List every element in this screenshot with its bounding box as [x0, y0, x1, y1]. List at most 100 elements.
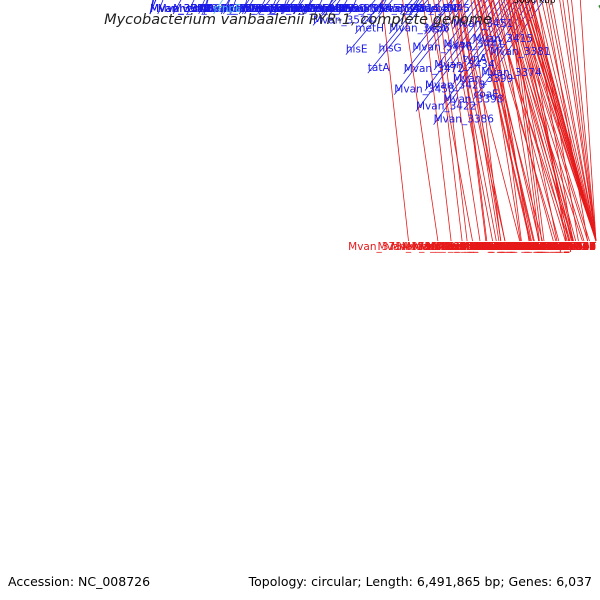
forward-gene-label: Mvan_3445: [410, 3, 470, 15]
reverse-leader-line: [524, 0, 597, 242]
reverse-gene-label: Mvan_3506: [513, 241, 574, 253]
reverse-leader-line: [450, 0, 497, 242]
reverse-gene-label: Mvan_3640: [482, 241, 542, 253]
reverse-leader-line: [470, 0, 502, 242]
forward-gene-label: Mvan_3399: [453, 73, 513, 85]
forward-gene-label: Mvan_3692: [204, 3, 264, 15]
forward-gene-label: Mvan_3514: [379, 3, 440, 15]
forward-gene-label: Mvan_3415: [473, 33, 533, 45]
reverse-gene-label: lipB: [553, 241, 573, 253]
forward-gene-label: Mvan_3381: [490, 46, 550, 58]
forward-leader-line: [424, 0, 453, 35]
forward-leader-line: [378, 0, 423, 54]
reverse-gene-label: cobH: [546, 241, 573, 253]
forward-leader-line: [312, 0, 337, 26]
reverse-gene-label: Mvan_3534: [460, 241, 521, 253]
reverse-leader-line: [489, 0, 530, 242]
forward-gene-label: Mvan_3456: [389, 23, 450, 35]
forward-gene-label: Mvan_3632: [224, 3, 284, 15]
reverse-leader-line: [541, 0, 597, 242]
forward-gene-label: mraY: [326, 3, 354, 15]
forward-gene-label: tynA: [463, 53, 488, 65]
forward-gene-label: Mvan_3703: [150, 3, 210, 15]
forward-gene-label: Mvan_3458: [394, 84, 454, 96]
reverse-gene-label: Mvan_3625: [474, 241, 534, 253]
reverse-gene-label: Mvan_3495: [536, 241, 596, 253]
reverse-gene-label: Mvan_3494: [536, 241, 597, 253]
reverse-gene-label: Mvan_3656: [522, 241, 583, 253]
reverse-gene-label: Mvan_3558: [529, 241, 589, 253]
reverse-leader-line: [567, 0, 597, 242]
reverse-leader-line: [536, 0, 579, 242]
reverse-gene-label: Mvan_3677: [445, 241, 505, 253]
forward-gene-label: tatA: [368, 62, 391, 74]
forward-gene-label: Mvan_3533: [330, 3, 390, 15]
forward-gene-label: Mvan_3524: [313, 14, 374, 26]
reverse-leader-line: [473, 0, 530, 242]
reverse-leader-line: [531, 0, 597, 242]
reverse-gene-label: Mvan_3549: [515, 241, 575, 253]
forward-gene-label: Mvan_3568: [294, 3, 354, 15]
reverse-gene-label: Mvan_3463: [484, 241, 544, 253]
reverse-gene-label: Mvan_3536: [536, 241, 597, 253]
reverse-leader-line: [559, 0, 597, 242]
map-title: Mycobacterium vanbaalenii PYR-1, complet…: [104, 12, 492, 28]
reverse-leader-line: [536, 0, 597, 242]
reverse-gene-label: Mvan_3606: [498, 241, 559, 253]
reverse-gene-label: Mvan_3621: [512, 241, 572, 253]
reverse-gene-label: Mvan_3510: [536, 241, 596, 253]
reverse-leader-line: [531, 0, 574, 242]
forward-gene-label: cobN: [430, 3, 457, 15]
reverse-leader-line: [477, 0, 535, 242]
scale-label: 3600 kbp: [513, 0, 556, 6]
forward-gene-label: Mvan_3545: [339, 3, 399, 15]
forward-gene-label: Mvan_3434: [434, 59, 495, 71]
forward-leader-line: [442, 0, 521, 105]
reverse-gene-label: Mvan_3329: [536, 241, 596, 253]
reverse-gene-label: Mvan_3585: [524, 241, 584, 253]
reverse-gene-label: Mvan_3357: [536, 241, 596, 253]
reverse-gene-label: Mvan_3593: [439, 241, 499, 253]
reverse-gene-label: Mvan_3537: [536, 241, 596, 253]
topology-summary: Topology: circular; Length: 6,491,865 bp…: [248, 574, 592, 589]
reverse-gene-label: Mvan_3409: [536, 241, 596, 253]
forward-gene-label: Mvan_3520: [363, 3, 423, 15]
reverse-leader-line: [514, 0, 597, 242]
forward-gene-label: metH: [355, 23, 384, 35]
reverse-gene-label: cobT: [571, 241, 597, 253]
reverse-gene-label: Mvan_3513: [469, 241, 529, 253]
forward-gene-label: hisG: [379, 42, 402, 54]
reverse-leader-line: [457, 0, 521, 242]
forward-gene-label: Mvan_3654: [173, 3, 234, 15]
reverse-gene-label: Mvan_3642: [505, 241, 565, 253]
reverse-gene-label: Mvan_3497: [497, 241, 557, 253]
reverse-gene-label: Mvan_3503: [478, 241, 538, 253]
reverse-leader-line: [442, 0, 481, 242]
reverse-leader-line: [571, 0, 597, 242]
reverse-leader-line: [490, 0, 522, 242]
forward-gene-label: murD: [315, 3, 344, 15]
reverse-gene-label: Mvan_3628: [445, 241, 505, 253]
reverse-leader-line: [433, 0, 463, 242]
reverse-leader-line: [450, 0, 506, 242]
forward-gene-label: Mvan_3646: [231, 3, 292, 15]
forward-gene-label: Mvan_3742: [150, 3, 210, 15]
forward-leader-line: [393, 0, 469, 95]
forward-gene-label: Mvan_3576: [239, 3, 300, 15]
reverse-gene-label: Mvan_3557: [471, 241, 531, 253]
forward-gene-label: Mvan_3590: [306, 3, 366, 15]
reverse-gene-label: Mvan_3395: [536, 241, 596, 253]
forward-gene-label: Mvan_3653: [243, 3, 303, 15]
reverse-gene-label: Mvan_3648: [391, 241, 451, 253]
forward-leader-line: [443, 0, 482, 50]
reverse-leader-line: [505, 0, 574, 242]
forward-gene-label: Mvan_3615: [221, 3, 281, 15]
reverse-leader-line: [456, 0, 487, 242]
reverse-leader-line: [516, 0, 597, 242]
scale-labels: 4100 kbp4050 kbp4000 kbp3950 kbp3900 kbp…: [513, 0, 556, 6]
reverse-gene-label: Mvan_3579: [441, 241, 501, 253]
reverse-leader-line: [529, 0, 597, 242]
forward-gene-label: Mvan_3566: [304, 3, 365, 15]
reverse-gene-label: Mvan_3652: [436, 241, 496, 253]
